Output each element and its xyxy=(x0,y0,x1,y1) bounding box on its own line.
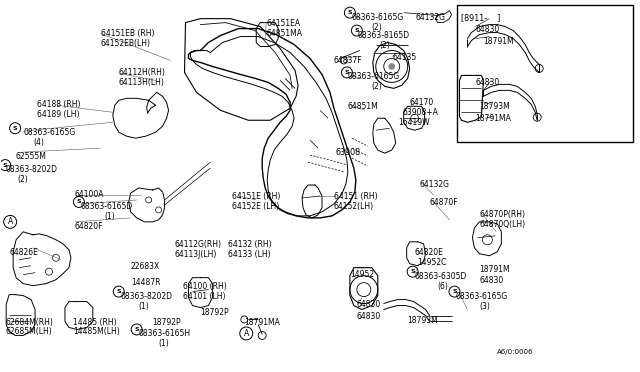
Text: A6/0:0006: A6/0:0006 xyxy=(497,349,534,355)
Text: 14952: 14952 xyxy=(350,270,374,279)
Text: 64135: 64135 xyxy=(393,52,417,61)
Text: 64152EB(LH): 64152EB(LH) xyxy=(101,39,151,48)
Text: [8911-    ]: [8911- ] xyxy=(461,13,501,22)
Text: (3): (3) xyxy=(479,302,490,311)
Text: 08363-8202D: 08363-8202D xyxy=(121,292,173,301)
Text: 18793M: 18793M xyxy=(479,102,510,111)
Text: 08363-8165D: 08363-8165D xyxy=(358,31,410,39)
Text: 14487R: 14487R xyxy=(131,278,160,287)
Text: 62555M: 62555M xyxy=(15,152,46,161)
Text: (2): (2) xyxy=(372,82,383,92)
Text: 08363-6165D: 08363-6165D xyxy=(81,202,133,211)
Text: 64152E (LH): 64152E (LH) xyxy=(232,202,280,211)
Text: 64188 (RH): 64188 (RH) xyxy=(37,100,81,109)
Text: 64112G(RH): 64112G(RH) xyxy=(175,240,221,249)
Text: 64830: 64830 xyxy=(357,311,381,321)
Text: A: A xyxy=(244,329,249,338)
Bar xyxy=(458,5,633,142)
Text: (1): (1) xyxy=(105,212,116,221)
Text: S: S xyxy=(134,327,139,332)
Text: 62684M(RH): 62684M(RH) xyxy=(5,318,53,327)
Text: (2): (2) xyxy=(17,175,28,184)
Text: 22683X: 22683X xyxy=(131,262,160,271)
Text: 18791M: 18791M xyxy=(479,265,510,274)
Text: (1): (1) xyxy=(139,302,149,311)
Text: 64870Q(LH): 64870Q(LH) xyxy=(479,220,525,229)
Text: 64830: 64830 xyxy=(479,276,504,285)
Text: S: S xyxy=(410,269,415,274)
Text: 64151E (RH): 64151E (RH) xyxy=(232,192,281,201)
Text: 18792P: 18792P xyxy=(200,308,229,317)
Text: 64830: 64830 xyxy=(476,78,500,87)
Text: 64170: 64170 xyxy=(410,98,434,108)
Text: 64870F: 64870F xyxy=(429,198,458,207)
Text: (6): (6) xyxy=(438,282,449,291)
Text: 63908+A: 63908+A xyxy=(403,108,438,117)
Text: 64830: 64830 xyxy=(357,299,381,309)
Text: 08363-8202D: 08363-8202D xyxy=(5,165,57,174)
Text: 64151 (RH): 64151 (RH) xyxy=(334,192,378,201)
Text: 64112H(RH): 64112H(RH) xyxy=(119,68,166,77)
Text: 64132G: 64132G xyxy=(420,180,450,189)
Text: S: S xyxy=(355,28,359,33)
Text: 08363-6165H: 08363-6165H xyxy=(139,330,191,339)
Text: (4): (4) xyxy=(33,138,44,147)
Text: 64820E: 64820E xyxy=(415,248,444,257)
Text: (2): (2) xyxy=(380,41,390,49)
Text: 64133 (LH): 64133 (LH) xyxy=(228,250,271,259)
Text: (2): (2) xyxy=(372,23,383,32)
Text: 64151EB (RH): 64151EB (RH) xyxy=(101,29,154,38)
Text: 08363-6165G: 08363-6165G xyxy=(348,73,400,81)
Text: 18793M: 18793M xyxy=(408,315,438,324)
Text: 64820F: 64820F xyxy=(75,222,104,231)
Text: 18792P: 18792P xyxy=(152,318,181,327)
Text: 64830: 64830 xyxy=(476,25,500,33)
Text: 08363-6165G: 08363-6165G xyxy=(352,13,404,22)
Text: 64113J(LH): 64113J(LH) xyxy=(175,250,217,259)
Text: 14485 (RH): 14485 (RH) xyxy=(73,318,116,327)
Text: 08363-6305D: 08363-6305D xyxy=(415,272,467,281)
Text: 62685M(LH): 62685M(LH) xyxy=(5,327,52,336)
Text: 16419W: 16419W xyxy=(397,118,429,127)
Text: 64113H(LH): 64113H(LH) xyxy=(119,78,164,87)
Text: 64151EA: 64151EA xyxy=(266,19,300,28)
Text: S: S xyxy=(344,70,349,75)
Text: 63908: 63908 xyxy=(336,148,361,157)
Text: 64826E: 64826E xyxy=(9,248,38,257)
Text: A: A xyxy=(8,217,13,227)
Text: 64152(LH): 64152(LH) xyxy=(334,202,374,211)
Text: 64851M: 64851M xyxy=(348,102,379,111)
Text: 18791M: 18791M xyxy=(483,36,514,45)
Text: 14952C: 14952C xyxy=(418,258,447,267)
Text: 64100A: 64100A xyxy=(75,190,104,199)
Text: 64837F: 64837F xyxy=(334,57,363,65)
Text: 08363-6165G: 08363-6165G xyxy=(23,128,76,137)
Text: 64132G: 64132G xyxy=(415,13,445,22)
Circle shape xyxy=(388,64,395,70)
Text: S: S xyxy=(3,163,8,167)
Text: (1): (1) xyxy=(159,339,170,349)
Text: 64189 (LH): 64189 (LH) xyxy=(37,110,79,119)
Text: 64851MA: 64851MA xyxy=(266,29,302,38)
Text: 64132 (RH): 64132 (RH) xyxy=(228,240,272,249)
Text: 64870P(RH): 64870P(RH) xyxy=(479,210,525,219)
Text: 64100 (RH): 64100 (RH) xyxy=(182,282,227,291)
Text: S: S xyxy=(116,289,121,294)
Text: 08363-6165G: 08363-6165G xyxy=(456,292,508,301)
Text: S: S xyxy=(77,199,81,205)
Text: S: S xyxy=(13,126,17,131)
Text: S: S xyxy=(348,10,352,15)
Text: S: S xyxy=(452,289,457,294)
Text: 18791MA: 18791MA xyxy=(244,318,280,327)
Text: 18791MA: 18791MA xyxy=(476,114,511,123)
Text: 14485M(LH): 14485M(LH) xyxy=(73,327,120,336)
Text: 64101 (LH): 64101 (LH) xyxy=(182,292,225,301)
